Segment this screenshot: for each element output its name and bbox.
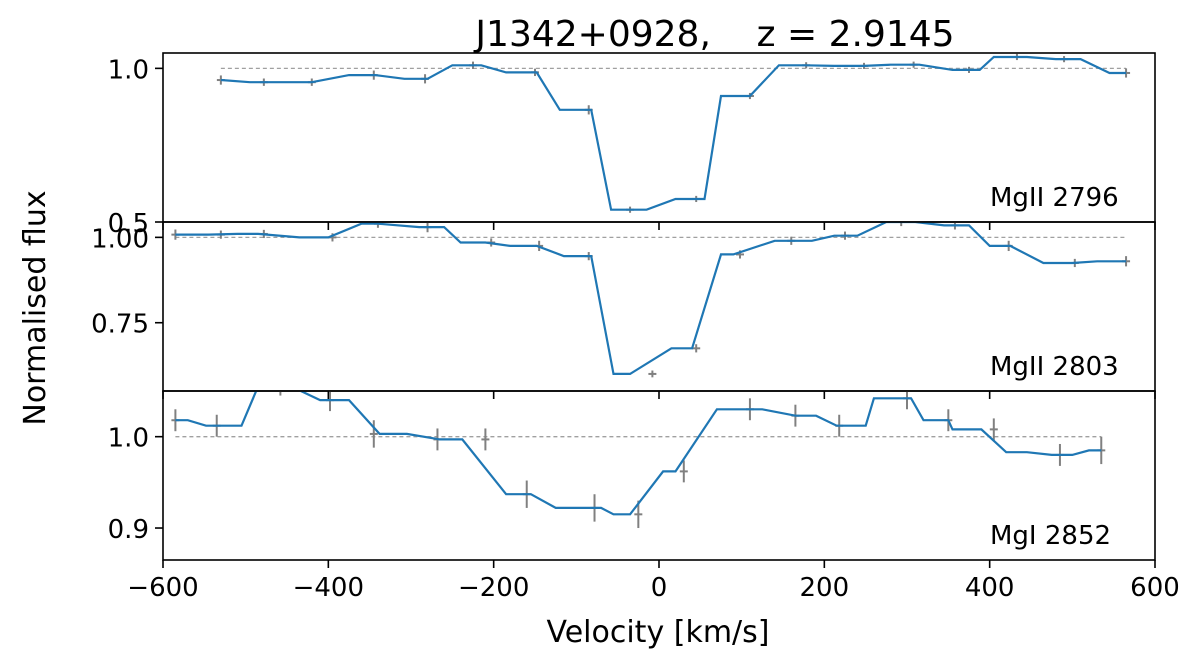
- x-axis-label: Velocity [km/s]: [547, 615, 770, 650]
- x-tick-label: 0: [651, 573, 668, 603]
- panel-2: 0.75 1.00 MgII 2803: [91, 221, 1156, 399]
- x-tick-label: 600: [1130, 573, 1180, 603]
- panel-label: MgI 2852: [990, 521, 1111, 551]
- panel-label: MgII 2803: [990, 352, 1119, 382]
- panel-plot-area: [216, 53, 1131, 213]
- flux-step-line: [175, 222, 1127, 375]
- x-tick-label: −400: [293, 573, 364, 603]
- chart-title: J1342+0928, z = 2.9145: [473, 14, 954, 55]
- x-tick-label: 200: [800, 573, 850, 603]
- panel-plot-area: [171, 222, 1131, 378]
- panel-plot-area: [171, 391, 1106, 529]
- y-axis-label: Normalised flux: [18, 190, 53, 425]
- panels: 0.5 1.0 MgII 2796 0.75 1.00 MgII 2803 0.9 1.0 Mg…: [91, 52, 1180, 603]
- y-tick-label: 1.00: [91, 224, 149, 254]
- panel-3: 0.9 1.0 MgI 2852: [108, 390, 1156, 568]
- flux-step-line: [220, 55, 1127, 211]
- panel-label: MgII 2796: [990, 183, 1119, 213]
- y-tick-label: 1.0: [108, 424, 149, 454]
- panel-1: 0.5 1.0 MgII 2796: [108, 52, 1156, 239]
- x-tick-label: −200: [458, 573, 529, 603]
- x-tick-label: 400: [965, 573, 1015, 603]
- y-tick-label: 0.9: [108, 515, 149, 545]
- y-tick-label: 0.75: [91, 310, 149, 340]
- x-tick-label: −600: [127, 573, 198, 603]
- y-tick-label: 0.5: [108, 209, 149, 239]
- flux-step-line: [175, 391, 1102, 516]
- y-tick-label: 1.0: [108, 55, 149, 85]
